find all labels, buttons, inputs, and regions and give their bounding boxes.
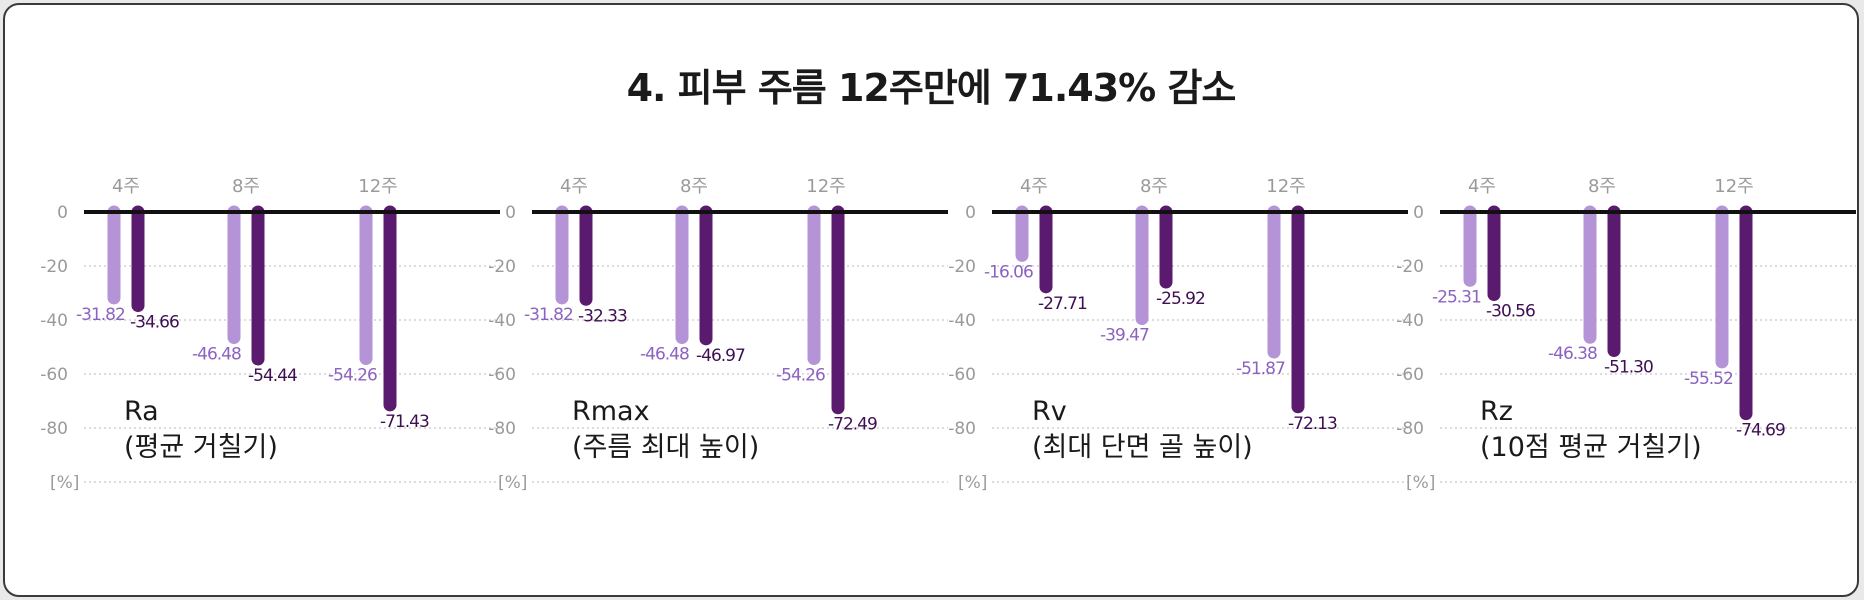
data-label: -46.48 (640, 344, 689, 364)
data-label: -39.47 (1100, 326, 1149, 346)
chart-ra: 0 -20 -40 -60 -80 [%] 4주 8주 12주 -31.82 -46.48 -54.2… (40, 176, 500, 493)
x-category-label: 12주 (806, 176, 845, 197)
y-tick-label: 0 (1413, 203, 1424, 223)
x-category-label: 8주 (1140, 176, 1168, 197)
chart-rv: 0 -20 -40 -60 -80 [%] 4주 8주 12주 -16.06 -39.47 -51.8… (948, 176, 1408, 493)
chart-frame: 4. 피부 주름 12주만에 71.43% 감소 (3, 3, 1859, 597)
y-tick-label: -20 (488, 257, 516, 277)
y-tick-label: -40 (488, 311, 516, 331)
y-tick-label: -40 (40, 311, 68, 331)
data-label: -46.97 (696, 346, 745, 366)
data-label: -55.52 (1684, 369, 1733, 389)
x-category-label: 4주 (1020, 176, 1048, 197)
x-category-label: 8주 (1588, 176, 1616, 197)
y-tick-label: 0 (965, 203, 976, 223)
y-tick-label: -20 (1396, 257, 1424, 277)
x-category-label: 4주 (112, 176, 140, 197)
data-label: -72.13 (1288, 414, 1337, 434)
data-label: -34.66 (130, 313, 179, 333)
data-label: -30.56 (1486, 302, 1535, 322)
data-label: -16.06 (984, 262, 1033, 282)
x-category-label: 12주 (358, 176, 397, 197)
y-tick-label: 0 (505, 203, 516, 223)
chart-rz: 0 -20 -40 -60 -80 [%] 4주 8주 12주 -25.31 -46.38 -55.5… (1396, 176, 1856, 493)
y-tick-label: -40 (948, 311, 976, 331)
data-label: -51.30 (1604, 358, 1653, 378)
y-tick-label: -40 (1396, 311, 1424, 331)
chart-rmax: 0 -20 -40 -60 -80 [%] 4주 8주 12주 -31.82 -46.48 -54.2… (488, 176, 948, 493)
unit-label: [%] (498, 473, 527, 493)
unit-label: [%] (1406, 473, 1435, 493)
y-tick-label: -80 (1396, 419, 1424, 439)
metric-name: Rmax (572, 396, 650, 427)
metric-name: Rz (1480, 396, 1513, 427)
data-label: -25.92 (1156, 289, 1205, 309)
metric-name: Ra (124, 396, 159, 427)
metric-description: (주름 최대 높이) (572, 432, 759, 463)
y-tick-label: -20 (948, 257, 976, 277)
data-label: -54.26 (776, 366, 825, 386)
x-category-label: 4주 (560, 176, 588, 197)
data-label: -54.26 (328, 366, 377, 386)
y-tick-label: -80 (488, 419, 516, 439)
data-label: -27.71 (1038, 294, 1087, 314)
data-label: -71.43 (380, 412, 429, 432)
x-category-label: 12주 (1714, 176, 1753, 197)
unit-label: [%] (958, 473, 987, 493)
y-tick-label: -80 (948, 419, 976, 439)
metric-description: (최대 단면 골 높이) (1032, 432, 1253, 463)
data-label: -31.82 (524, 305, 573, 325)
data-label: -31.82 (76, 305, 125, 325)
y-tick-label: -60 (948, 365, 976, 385)
y-tick-label: -80 (40, 419, 68, 439)
data-label: -46.48 (192, 344, 241, 364)
metric-description: (10점 평균 거칠기) (1480, 432, 1702, 463)
y-tick-label: 0 (57, 203, 68, 223)
y-tick-label: -60 (40, 365, 68, 385)
x-category-label: 8주 (232, 176, 260, 197)
data-label: -54.44 (248, 366, 297, 386)
metric-description: (평균 거칠기) (124, 432, 278, 463)
y-tick-label: -20 (40, 257, 68, 277)
metric-name: Rv (1032, 396, 1067, 427)
x-category-label: 8주 (680, 176, 708, 197)
data-label: -51.87 (1236, 359, 1285, 379)
unit-label: [%] (50, 473, 79, 493)
page-title: 4. 피부 주름 12주만에 71.43% 감소 (626, 66, 1237, 110)
y-tick-label: -60 (1396, 365, 1424, 385)
x-category-label: 12주 (1266, 176, 1305, 197)
data-label: -74.69 (1736, 421, 1785, 441)
data-label: -72.49 (828, 415, 877, 435)
data-label: -46.38 (1548, 344, 1597, 364)
data-label: -32.33 (578, 306, 627, 326)
data-label: -25.31 (1432, 287, 1481, 307)
x-category-label: 4주 (1468, 176, 1496, 197)
y-tick-label: -60 (488, 365, 516, 385)
